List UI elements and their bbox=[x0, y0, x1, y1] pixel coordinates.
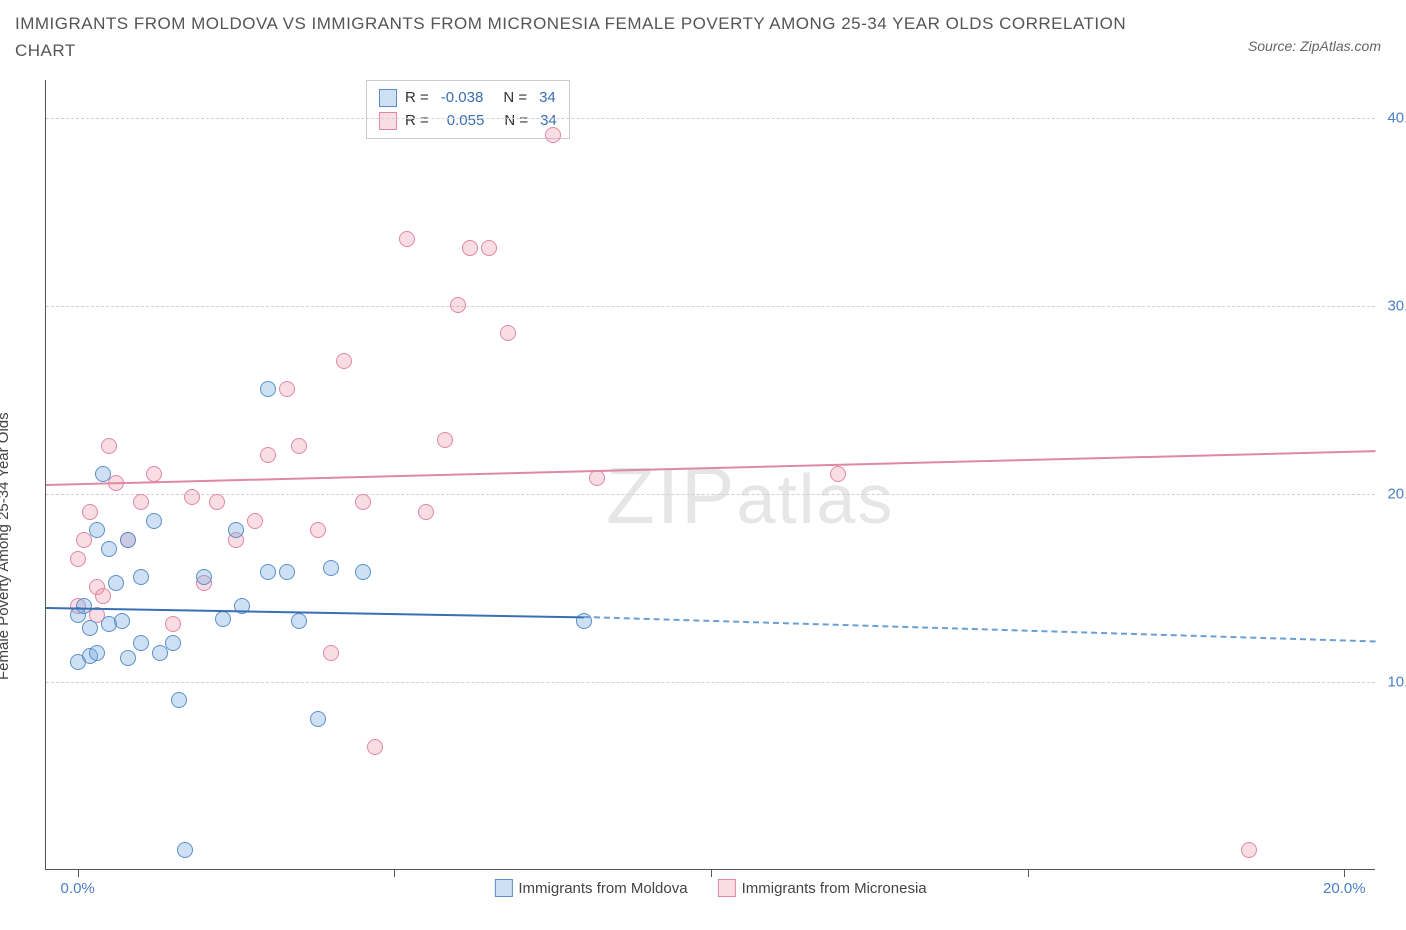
scatter-point-micronesia bbox=[101, 438, 117, 454]
y-axis-label: Female Poverty Among 25-34 Year Olds bbox=[0, 412, 12, 680]
scatter-point-moldova bbox=[171, 692, 187, 708]
scatter-point-moldova bbox=[260, 564, 276, 580]
scatter-point-moldova bbox=[146, 513, 162, 529]
legend-label-moldova: Immigrants from Moldova bbox=[518, 880, 687, 897]
scatter-point-micronesia bbox=[462, 240, 478, 256]
stats-legend: R =-0.038 N =34 R =0.055 N =34 bbox=[366, 80, 570, 139]
x-tick-label: 20.0% bbox=[1323, 880, 1366, 897]
scatter-point-moldova bbox=[279, 564, 295, 580]
x-tick bbox=[1344, 869, 1345, 877]
scatter-point-moldova bbox=[260, 381, 276, 397]
scatter-point-micronesia bbox=[589, 470, 605, 486]
y-tick-label: 30.0% bbox=[1387, 297, 1406, 314]
scatter-point-micronesia bbox=[830, 466, 846, 482]
swatch-pink-icon bbox=[718, 879, 736, 897]
swatch-blue bbox=[379, 89, 397, 107]
legend-label-micronesia: Immigrants from Micronesia bbox=[742, 880, 927, 897]
scatter-point-moldova bbox=[355, 564, 371, 580]
scatter-point-moldova bbox=[120, 650, 136, 666]
r-moldova: -0.038 bbox=[441, 87, 484, 110]
scatter-point-micronesia bbox=[70, 551, 86, 567]
scatter-point-moldova bbox=[310, 711, 326, 727]
scatter-point-micronesia bbox=[209, 494, 225, 510]
scatter-point-micronesia bbox=[367, 739, 383, 755]
gridline-h bbox=[46, 306, 1375, 307]
r-micronesia: 0.055 bbox=[447, 110, 485, 133]
scatter-point-micronesia bbox=[437, 432, 453, 448]
legend-item-micronesia: Immigrants from Micronesia bbox=[718, 879, 927, 897]
scatter-point-moldova bbox=[89, 645, 105, 661]
scatter-point-moldova bbox=[108, 575, 124, 591]
gridline-h bbox=[46, 682, 1375, 683]
swatch-blue-icon bbox=[494, 879, 512, 897]
scatter-point-micronesia bbox=[146, 466, 162, 482]
legend-row-moldova: R =-0.038 N =34 bbox=[379, 87, 557, 110]
scatter-point-moldova bbox=[133, 635, 149, 651]
scatter-point-micronesia bbox=[450, 297, 466, 313]
gridline-h bbox=[46, 118, 1375, 119]
scatter-point-moldova bbox=[82, 620, 98, 636]
scatter-point-micronesia bbox=[184, 489, 200, 505]
scatter-point-moldova bbox=[165, 635, 181, 651]
x-tick bbox=[711, 869, 712, 877]
scatter-point-moldova bbox=[177, 842, 193, 858]
scatter-point-micronesia bbox=[355, 494, 371, 510]
scatter-point-micronesia bbox=[165, 616, 181, 632]
x-tick bbox=[78, 869, 79, 877]
scatter-point-moldova bbox=[196, 569, 212, 585]
scatter-point-micronesia bbox=[247, 513, 263, 529]
scatter-point-moldova bbox=[76, 598, 92, 614]
scatter-point-micronesia bbox=[310, 522, 326, 538]
scatter-point-moldova bbox=[114, 613, 130, 629]
scatter-point-micronesia bbox=[336, 353, 352, 369]
scatter-point-micronesia bbox=[279, 381, 295, 397]
legend-row-micronesia: R =0.055 N =34 bbox=[379, 110, 557, 133]
legend-item-moldova: Immigrants from Moldova bbox=[494, 879, 687, 897]
scatter-point-micronesia bbox=[481, 240, 497, 256]
x-tick-label: 0.0% bbox=[61, 880, 95, 897]
scatter-point-micronesia bbox=[399, 231, 415, 247]
source-label: Source: ZipAtlas.com bbox=[1248, 38, 1381, 54]
swatch-pink bbox=[379, 112, 397, 130]
scatter-point-moldova bbox=[291, 613, 307, 629]
x-tick bbox=[394, 869, 395, 877]
plot-area: ZIPatlas R =-0.038 N =34 R =0.055 N =34 … bbox=[45, 80, 1375, 870]
n-moldova: 34 bbox=[539, 87, 556, 110]
trendline-moldova-extrapolated bbox=[584, 616, 1376, 642]
scatter-point-moldova bbox=[120, 532, 136, 548]
y-tick-label: 40.0% bbox=[1387, 109, 1406, 126]
trendline-micronesia bbox=[46, 451, 1376, 487]
scatter-point-micronesia bbox=[418, 504, 434, 520]
gridline-h bbox=[46, 494, 1375, 495]
scatter-point-micronesia bbox=[133, 494, 149, 510]
scatter-point-micronesia bbox=[82, 504, 98, 520]
bottom-legend: Immigrants from Moldova Immigrants from … bbox=[494, 879, 926, 897]
scatter-point-micronesia bbox=[500, 325, 516, 341]
scatter-point-micronesia bbox=[323, 645, 339, 661]
scatter-point-moldova bbox=[133, 569, 149, 585]
scatter-point-micronesia bbox=[260, 447, 276, 463]
x-tick bbox=[1028, 869, 1029, 877]
scatter-point-moldova bbox=[95, 466, 111, 482]
scatter-point-micronesia bbox=[1241, 842, 1257, 858]
y-tick-label: 10.0% bbox=[1387, 673, 1406, 690]
scatter-point-moldova bbox=[89, 522, 105, 538]
scatter-point-moldova bbox=[228, 522, 244, 538]
scatter-point-micronesia bbox=[95, 588, 111, 604]
scatter-point-moldova bbox=[215, 611, 231, 627]
chart-title: IMMIGRANTS FROM MOLDOVA VS IMMIGRANTS FR… bbox=[15, 10, 1135, 64]
scatter-point-moldova bbox=[101, 541, 117, 557]
scatter-point-micronesia bbox=[291, 438, 307, 454]
y-tick-label: 20.0% bbox=[1387, 485, 1406, 502]
scatter-point-micronesia bbox=[545, 127, 561, 143]
scatter-point-moldova bbox=[323, 560, 339, 576]
